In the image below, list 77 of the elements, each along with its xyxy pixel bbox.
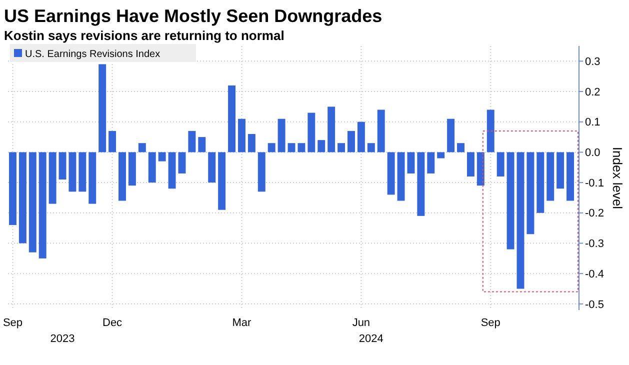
bar <box>566 152 574 201</box>
bar <box>118 152 126 201</box>
bar <box>58 152 66 180</box>
bar <box>526 152 534 234</box>
bar <box>546 152 554 201</box>
y-tick-label: -0.2 <box>585 208 604 220</box>
bar <box>437 152 445 158</box>
x-tick-label: Dec <box>102 317 123 329</box>
bar <box>28 152 36 252</box>
bar <box>18 152 26 244</box>
bar <box>447 118 455 152</box>
bar <box>288 143 296 152</box>
bar <box>258 152 266 192</box>
bar <box>178 152 186 174</box>
y-axis-title: Index level <box>610 146 625 210</box>
bar <box>88 152 96 204</box>
y-tick-label: 0.3 <box>585 56 600 68</box>
bar <box>377 110 385 152</box>
bar <box>506 152 514 250</box>
x-tick-label: Sep <box>2 317 23 329</box>
bar <box>496 152 504 176</box>
bar <box>486 110 494 152</box>
bar <box>108 130 116 152</box>
y-tick-label: -0.4 <box>585 268 604 280</box>
y-tick-label: 0.1 <box>585 116 600 129</box>
bar <box>278 118 286 152</box>
text: 2023 <box>50 333 75 345</box>
y-tick-label: -0.3 <box>585 238 604 250</box>
chart-title: US Earnings Have Mostly Seen Downgrades <box>4 6 382 26</box>
bar <box>387 152 395 195</box>
bar <box>158 152 166 162</box>
bar <box>238 118 246 152</box>
bar <box>68 152 76 192</box>
bar <box>357 122 365 152</box>
bar <box>457 143 464 152</box>
bar <box>268 143 276 152</box>
bar <box>208 152 216 183</box>
y-tick-label: 0.0 <box>585 147 600 160</box>
y-tick-label: -0.1 <box>585 177 604 190</box>
bar <box>38 152 46 258</box>
y-tick-label: -0.5 <box>585 298 604 311</box>
x-tick-label: Mar <box>232 317 252 329</box>
bar <box>417 152 425 216</box>
bar <box>98 64 106 152</box>
bar <box>397 152 405 201</box>
bar <box>536 152 544 213</box>
bar <box>48 152 56 204</box>
bar <box>198 137 206 152</box>
bar <box>407 152 415 174</box>
bar <box>228 85 236 152</box>
bar <box>138 143 146 152</box>
bar <box>188 130 196 152</box>
bar <box>476 152 484 186</box>
bar <box>367 143 375 152</box>
bar <box>556 152 564 189</box>
bar <box>328 106 336 152</box>
bar <box>148 152 156 183</box>
bar <box>248 134 256 152</box>
bar <box>78 152 86 192</box>
bar <box>308 112 316 152</box>
chart-subtitle: Kostin says revisions are returning to normal <box>4 28 284 43</box>
x-tick-label: Sep <box>480 317 500 329</box>
bar <box>298 143 306 152</box>
bar <box>218 152 226 210</box>
bar <box>348 130 355 152</box>
x-tick-label: Jun <box>352 317 370 329</box>
bar <box>466 152 474 176</box>
bar <box>427 152 435 174</box>
text: 2024 <box>358 333 384 345</box>
bar <box>168 152 176 189</box>
bar <box>318 140 326 152</box>
y-tick-label: 0.2 <box>585 86 600 98</box>
bar <box>128 152 136 186</box>
bar <box>338 143 346 152</box>
legend-label: U.S. Earnings Revisions Index <box>25 49 160 60</box>
bar <box>8 152 16 226</box>
bar <box>516 152 524 289</box>
